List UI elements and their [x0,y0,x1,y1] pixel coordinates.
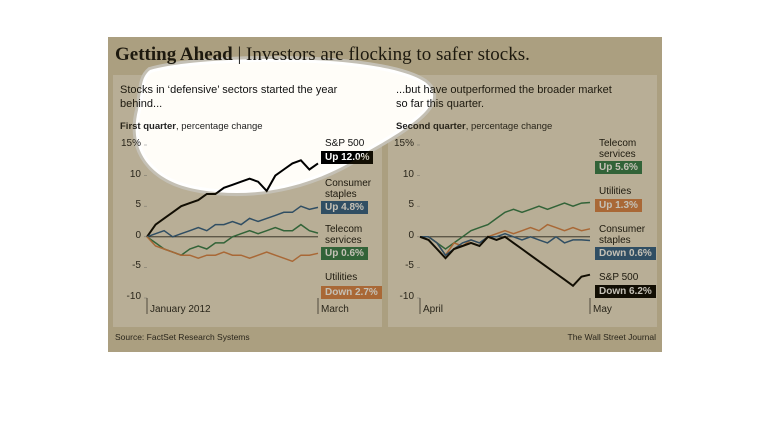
y-axis-label-bold: Second quarter [396,121,466,132]
series-line [419,235,591,288]
series-line [420,223,591,257]
legend-name: Telecom services [325,224,363,246]
y-axis-label: First quarter, percentage change [120,121,263,132]
y-tick-label: -10 [399,291,414,302]
value-label: Up 12.0% [321,151,374,164]
series-line [146,236,319,263]
legend-name: S&P 500 [599,272,639,283]
x-tick-label: March [321,304,349,315]
y-axis-label: Second quarter, percentage change [396,121,552,132]
y-tick-label: 5 [408,199,414,211]
y-tick-label: 5 [135,199,141,211]
series-line [146,223,319,257]
credit: The Wall Street Journal [567,332,657,342]
legend-name: Utilities [599,186,632,197]
x-tick-label: January 2012 [150,304,211,315]
y-tick-label: 15% [393,138,414,149]
y-tick-label: -5 [405,260,414,272]
legend-name: Utilities [325,272,358,283]
legend-name: Consumer staples [325,178,372,200]
chart-subtitle: ...but have outperformed the broader mar… [396,84,612,110]
series-line [420,232,591,257]
series-line [146,205,319,238]
legend-name: Consumer staples [599,224,646,246]
y-tick-label: 10 [129,168,141,180]
value-label: Down 2.7% [321,286,382,299]
title-rest: | Investors are flocking to safer stocks… [237,44,530,65]
y-axis-label-rest: , percentage change [175,121,263,132]
title: Getting Ahead | Investors are flocking t… [115,44,530,66]
title-bold: Getting Ahead [115,44,233,65]
chart-subtitle: Stocks in ‘defensive’ sectors started th… [120,84,338,110]
value-label: Up 4.8% [321,201,368,214]
series-line [420,201,591,250]
y-tick-label: 0 [135,229,141,241]
value-label: Down 0.6% [595,247,656,260]
x-tick-label: April [423,304,444,315]
value-label: Up 1.3% [595,199,642,212]
series-line [146,159,319,238]
value-label: Up 5.6% [595,161,642,174]
y-tick-label: -5 [132,260,141,272]
y-tick-label: -10 [126,291,141,302]
y-axis-label-rest: , percentage change [465,121,553,132]
source: Source: FactSet Research Systems [115,332,250,342]
highlight-blob [132,55,437,197]
y-tick-label: 10 [402,168,414,180]
legend-name: S&P 500 [325,138,365,149]
value-label: Down 6.2% [595,285,656,298]
y-tick-label: 0 [408,229,414,241]
value-label: Up 0.6% [321,247,368,260]
x-tick-label: May [593,304,612,315]
y-axis-label-bold: First quarter [120,121,176,132]
y-tick-label: 15% [120,138,141,149]
legend-name: Telecom services [599,138,637,160]
